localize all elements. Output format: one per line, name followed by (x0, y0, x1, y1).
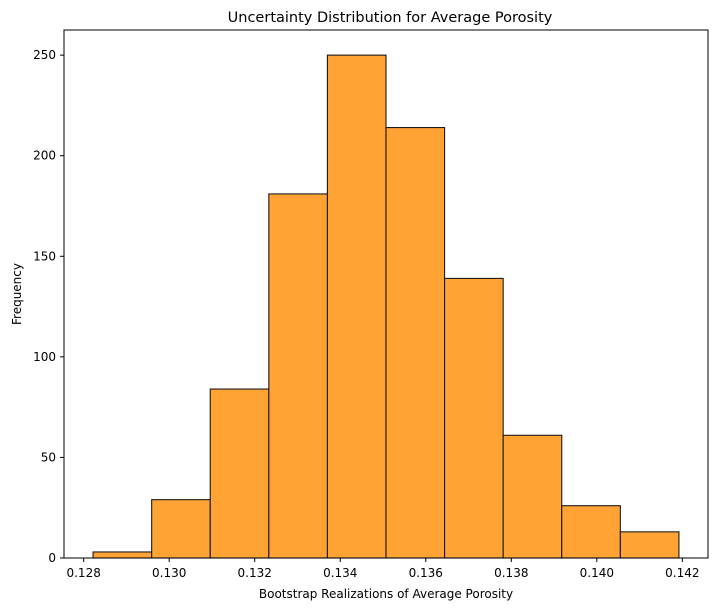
y-tick-label: 50 (41, 450, 56, 464)
histogram-bar-9 (561, 505, 621, 559)
x-tick-label: 0.136 (409, 566, 443, 580)
chart-title: Uncertainty Distribution for Average Por… (228, 10, 553, 26)
y-tick-label: 200 (33, 149, 56, 163)
x-axis-title: Bootstrap Realizations of Average Porosi… (259, 587, 513, 601)
histogram-bar-5 (326, 54, 387, 559)
histogram-bar-6 (385, 127, 446, 559)
plot-frame (63, 29, 709, 559)
histogram-bar-8 (502, 434, 563, 559)
histogram-bar-7 (444, 277, 504, 559)
x-tick-label: 0.132 (238, 566, 272, 580)
y-tick-label: 250 (33, 48, 56, 62)
x-tick-label: 0.142 (665, 566, 699, 580)
histogram-bar-1 (92, 551, 153, 559)
x-tick-label: 0.130 (152, 566, 186, 580)
y-tick-label: 0 (48, 551, 56, 565)
x-tick-label: 0.140 (580, 566, 614, 580)
x-tick-label: 0.138 (494, 566, 528, 580)
histogram-bar-10 (619, 531, 680, 559)
bars-group (92, 54, 680, 559)
y-axis: 0 50 100 150 200 250 (33, 48, 64, 565)
histogram-bar-3 (209, 388, 270, 559)
y-tick-label: 150 (33, 249, 56, 263)
histogram-bar-4 (268, 193, 328, 559)
x-tick-label: 0.134 (323, 566, 357, 580)
x-tick-label: 0.128 (66, 566, 100, 580)
y-tick-label: 100 (33, 350, 56, 364)
x-axis: 0.128 0.130 0.132 0.134 0.136 0.138 0.140 0.142 (66, 558, 700, 580)
y-axis-title: Frequency (10, 263, 24, 325)
histogram-bar-2 (151, 499, 211, 559)
